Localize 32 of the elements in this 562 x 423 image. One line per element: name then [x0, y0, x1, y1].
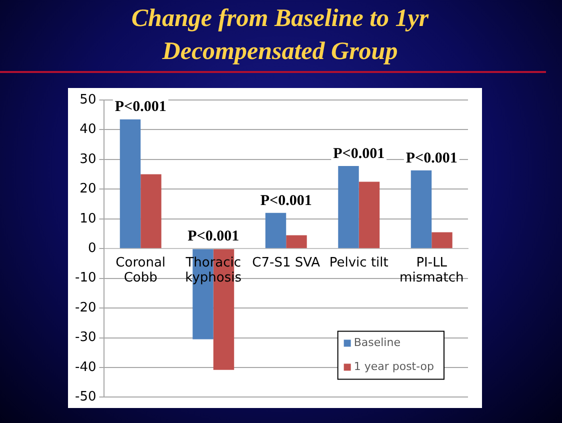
annotation: P<0.001: [114, 99, 166, 116]
bar: [140, 174, 162, 248]
x-tick-label: Pelvic tilt: [329, 255, 388, 270]
annotation: P<0.001: [333, 146, 385, 162]
x-tick-label: C7-S1 SVA: [252, 255, 320, 270]
y-tick-label: -20: [75, 300, 96, 316]
chart-title: Change from Baseline to 1yr Decompensated Group: [130, 4, 430, 67]
bar: [286, 235, 307, 248]
y-tick-label: 20: [80, 182, 96, 197]
bar: [358, 182, 380, 248]
x-tick-label: Thoracic kyphosis: [184, 255, 242, 286]
bar: [120, 119, 141, 248]
bar: [265, 212, 286, 248]
y-tick-label: 50: [80, 92, 96, 108]
legend-label: 1 year post-op: [354, 360, 434, 374]
y-tick-label: -40: [75, 360, 96, 375]
y-tick-label: 40: [80, 122, 96, 138]
x-tick-label: Coronal Cobb: [116, 255, 166, 286]
y-tick-label: 30: [80, 152, 96, 167]
bar: [410, 170, 432, 248]
bar: [432, 232, 452, 248]
y-tick-label: -30: [75, 330, 96, 346]
annotation: P<0.001: [188, 228, 240, 244]
y-tick-label: 10: [80, 211, 96, 226]
y-tick-label: -10: [75, 270, 96, 286]
x-tick-label: PI-LL mismatch: [400, 255, 464, 286]
legend-label: Baseline: [354, 336, 401, 350]
bar: [338, 166, 359, 248]
annotation: P<0.001: [260, 192, 312, 209]
y-tick-label: 0: [88, 240, 96, 256]
y-tick-label: -50: [75, 390, 96, 405]
annotation: P<0.001: [406, 150, 458, 166]
